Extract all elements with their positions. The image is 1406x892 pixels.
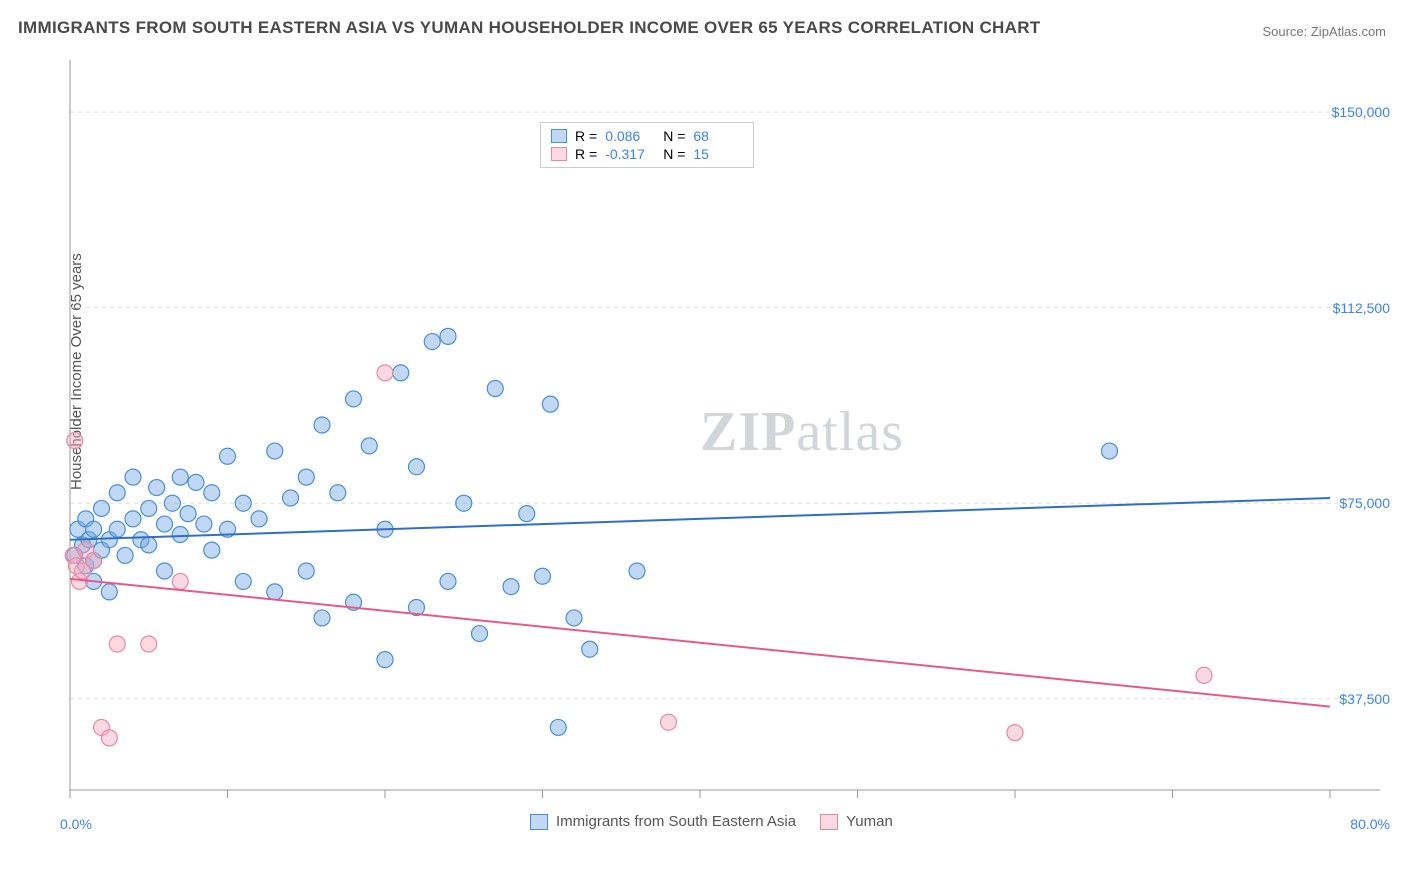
legend-swatch-1 bbox=[820, 814, 838, 830]
x-axis-min-label: 0.0% bbox=[60, 816, 92, 832]
legend-label-1: Yuman bbox=[846, 813, 893, 830]
legend-n-label: N = bbox=[663, 146, 685, 162]
chart-title: IMMIGRANTS FROM SOUTH EASTERN ASIA VS YU… bbox=[18, 18, 1040, 38]
series-legend: Immigrants from South Eastern Asia Yuman bbox=[530, 813, 893, 830]
plot-area: Householder Income Over 65 years ZIPatla… bbox=[60, 60, 1390, 830]
source-attribution: Source: ZipAtlas.com bbox=[1262, 24, 1386, 39]
legend-row-series-1: R = -0.317 N = 15 bbox=[551, 145, 743, 163]
legend-r-label: R = bbox=[575, 128, 597, 144]
y-tick-label: $37,500 bbox=[1339, 691, 1390, 707]
legend-swatch-pink bbox=[551, 147, 567, 161]
legend-n-label: N = bbox=[663, 128, 685, 144]
legend-r-value-1: -0.317 bbox=[605, 146, 655, 162]
chart-svg bbox=[60, 60, 1390, 830]
legend-n-value-1: 15 bbox=[693, 146, 743, 162]
legend-row-series-0: R = 0.086 N = 68 bbox=[551, 127, 743, 145]
legend-item-1: Yuman bbox=[820, 813, 893, 830]
x-axis-max-label: 80.0% bbox=[1350, 816, 1390, 832]
legend-r-label: R = bbox=[575, 146, 597, 162]
legend-swatch-blue bbox=[551, 129, 567, 143]
correlation-legend: R = 0.086 N = 68 R = -0.317 N = 15 bbox=[540, 122, 754, 168]
y-tick-label: $150,000 bbox=[1332, 104, 1390, 120]
y-tick-label: $75,000 bbox=[1339, 495, 1390, 511]
legend-swatch-0 bbox=[530, 814, 548, 830]
legend-r-value-0: 0.086 bbox=[605, 128, 655, 144]
y-tick-label: $112,500 bbox=[1333, 300, 1390, 316]
legend-item-0: Immigrants from South Eastern Asia bbox=[530, 813, 796, 830]
legend-n-value-0: 68 bbox=[693, 128, 743, 144]
legend-label-0: Immigrants from South Eastern Asia bbox=[556, 813, 796, 830]
